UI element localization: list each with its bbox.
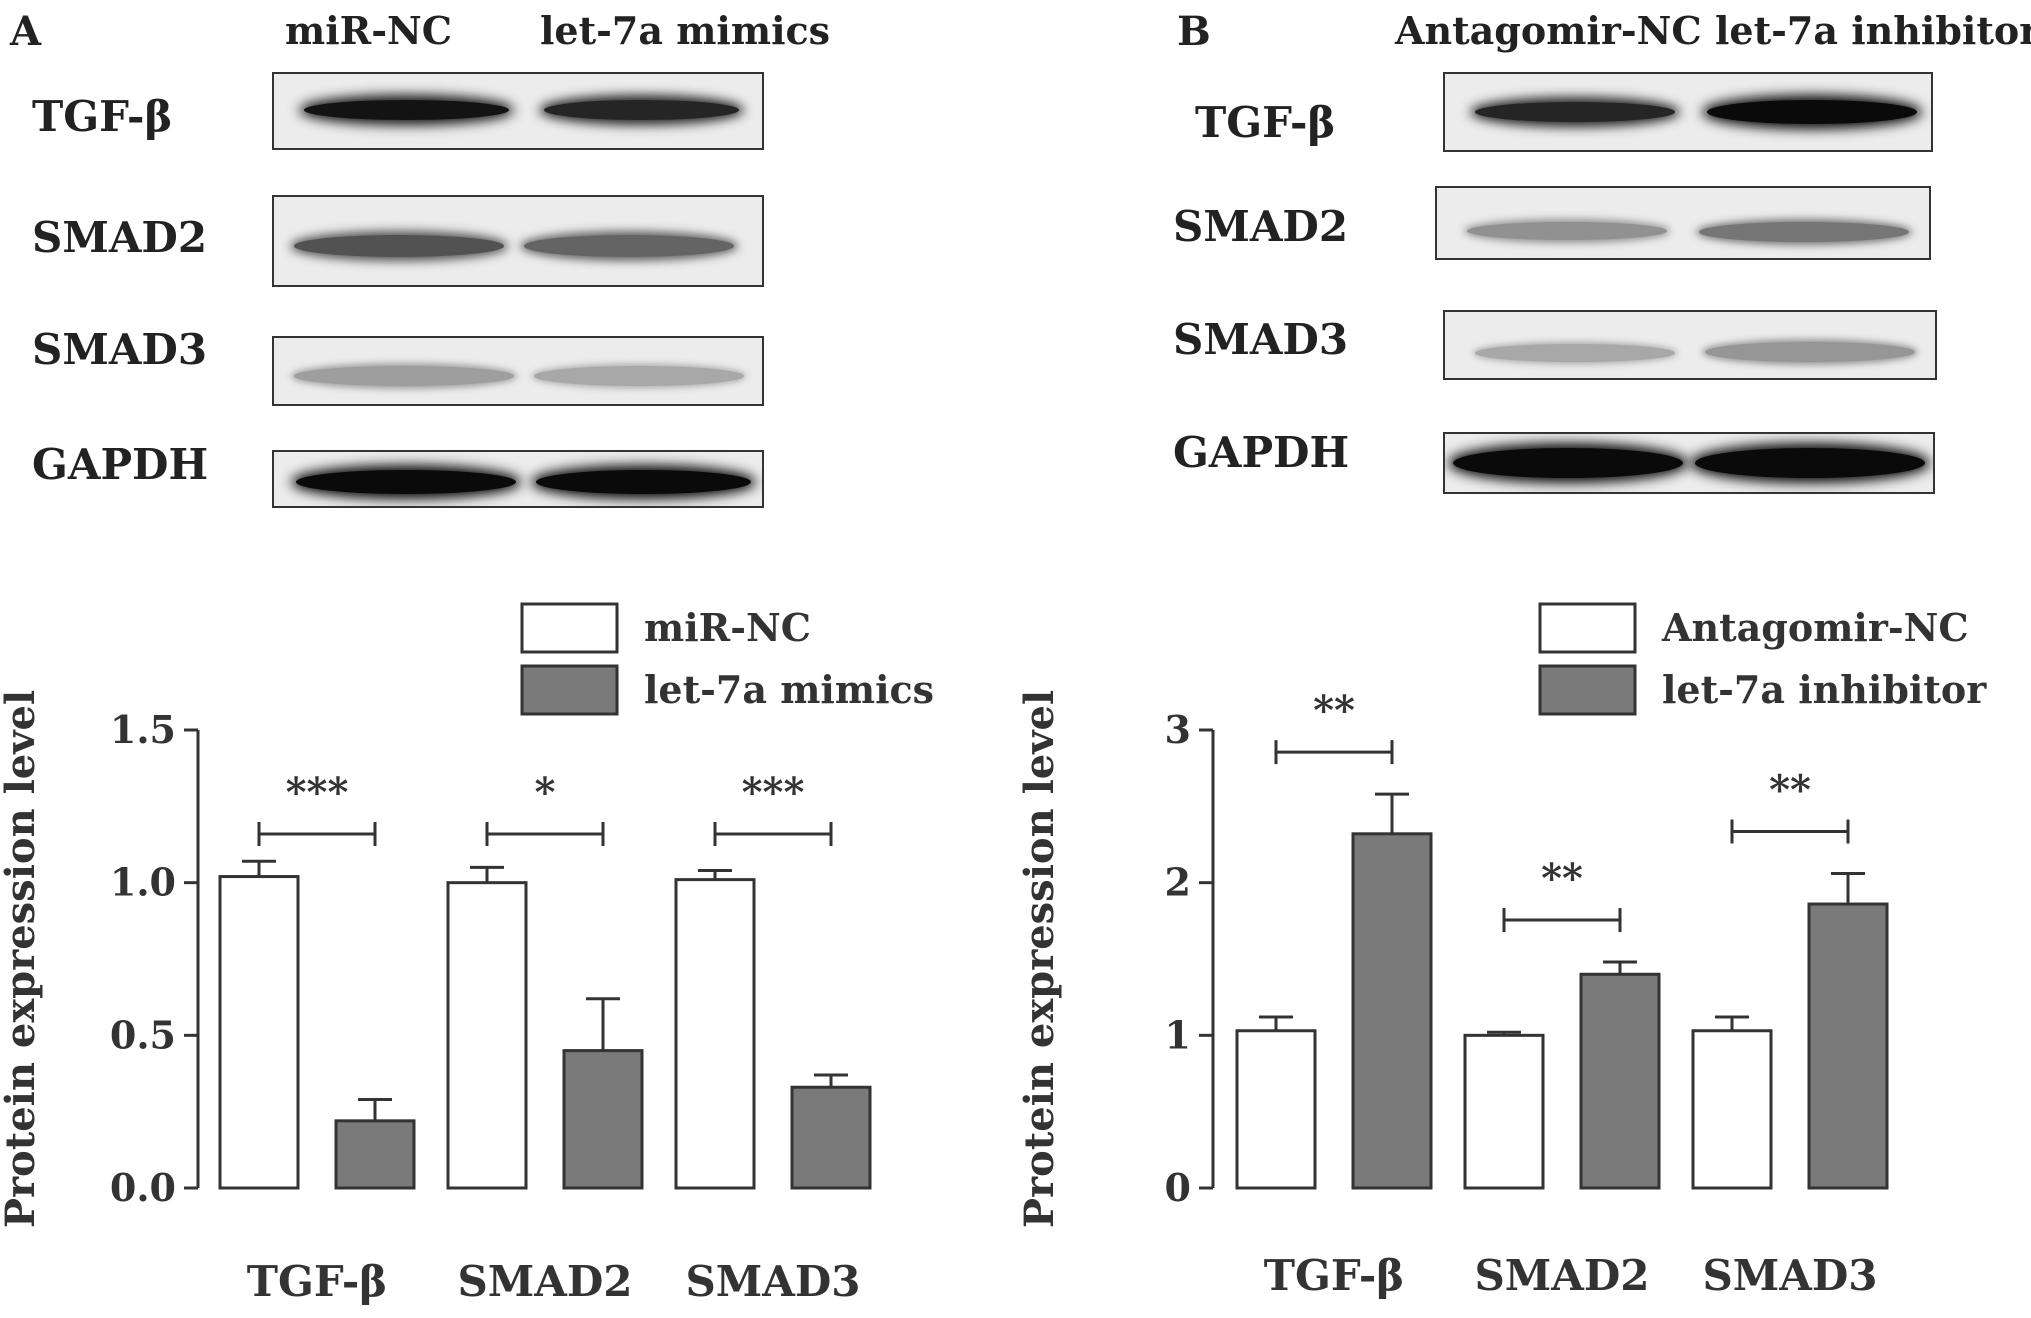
blot-smad3 [1443, 310, 1937, 380]
lane-label-2: let-7a mimics [540, 8, 831, 53]
panel-letter: B [1177, 8, 1211, 55]
y-axis-label: Protein expression level [1016, 690, 1063, 1228]
bar [446, 881, 528, 1190]
blot-band [304, 100, 509, 120]
significance-marker: *** [286, 769, 349, 816]
blot-band [294, 235, 504, 257]
blot-label-smad3: SMAD3 [32, 325, 208, 374]
blot-band [296, 470, 516, 494]
y-tick-label: 1 [1165, 1012, 1191, 1057]
blot-label-tgf-beta: TGF-β [1195, 98, 1336, 147]
blot-band [524, 235, 734, 257]
blot-tgf-beta [1443, 72, 1933, 152]
x-tick-label: SMAD2 [457, 1257, 632, 1306]
blot-band [1695, 448, 1925, 478]
y-tick-label: 1.5 [110, 707, 176, 752]
legend-swatch [1538, 664, 1637, 716]
blot-gapdh [1443, 432, 1935, 494]
legend-label: Antagomir-NC [1661, 605, 1969, 650]
legend-swatch [1538, 602, 1637, 654]
bar [1579, 972, 1661, 1190]
y-axis-label: Protein expression level [0, 690, 44, 1228]
y-tick-label: 3 [1165, 707, 1191, 752]
x-tick-label: TGF-β [247, 1257, 387, 1306]
y-tick-label: 2 [1165, 860, 1191, 905]
blot-smad3 [272, 336, 764, 406]
x-tick-label: SMAD2 [1474, 1251, 1649, 1300]
blot-band [294, 366, 514, 386]
bar-chart-a: miR-NC let-7a mimics 0.0 0.5 1.0 1.5 Protein e… [0, 602, 934, 1306]
blot-label-smad2: SMAD2 [1173, 202, 1349, 251]
significance-marker: ** [1313, 687, 1355, 734]
significance-marker: * [535, 769, 556, 816]
blot-band [544, 100, 739, 120]
y-tick-label: 0.5 [110, 1012, 176, 1057]
bar [790, 1085, 872, 1190]
bar [218, 875, 300, 1190]
bar [1463, 1033, 1545, 1190]
legend-label: let-7a mimics [644, 667, 934, 712]
lane-label-2: let-7a inhibitor [1715, 8, 2031, 53]
blot-band [1453, 448, 1683, 478]
blot-band [1699, 222, 1909, 242]
x-tick-label: SMAD3 [1702, 1251, 1877, 1300]
blot-label-gapdh: GAPDH [1173, 428, 1350, 477]
panel-letter: A [10, 8, 42, 55]
bar [674, 878, 756, 1190]
y-tick-label: 0 [1165, 1165, 1191, 1210]
blot-label-tgf-beta: TGF-β [32, 92, 173, 141]
blot-label-smad2: SMAD2 [32, 213, 208, 262]
bar [1691, 1029, 1773, 1190]
blot-band [1467, 222, 1667, 240]
blot-band [536, 470, 751, 494]
blot-smad2 [1435, 186, 1931, 260]
significance-marker: ** [1769, 767, 1811, 814]
significance-marker: *** [742, 769, 805, 816]
significance-marker: ** [1541, 855, 1583, 902]
bar [562, 1049, 644, 1190]
bar [1235, 1029, 1317, 1190]
bar [334, 1119, 416, 1190]
panel-b: B Antagomir-NC let-7a inhibitor TGF-β SM… [1015, 0, 2031, 1318]
blot-band [1705, 342, 1915, 362]
y-tick-label: 0.0 [110, 1165, 176, 1210]
blot-label-smad3: SMAD3 [1173, 315, 1349, 364]
lane-label-1: miR-NC [285, 8, 452, 53]
blot-label-gapdh: GAPDH [32, 440, 209, 489]
blot-band [534, 366, 744, 386]
legend-swatch [520, 664, 619, 716]
x-tick-label: SMAD3 [685, 1257, 860, 1306]
lane-label-1: Antagomir-NC [1395, 8, 1702, 53]
blot-band [1707, 100, 1917, 124]
bar-chart-b: Antagomir-NC let-7a inhibitor 0 1 2 3 Protein … [1016, 602, 1987, 1300]
blot-gapdh [272, 450, 764, 508]
legend-label: miR-NC [644, 605, 811, 650]
blot-band [1475, 102, 1675, 122]
x-tick-label: TGF-β [1264, 1251, 1404, 1300]
bar [1351, 832, 1433, 1190]
blot-tgf-beta [272, 72, 764, 150]
legend-swatch [520, 602, 619, 654]
blot-band [1475, 344, 1675, 362]
blot-smad2 [272, 195, 764, 287]
panel-a: A miR-NC let-7a mimics TGF-β SMAD2 SMAD3… [0, 0, 1015, 1318]
bar [1807, 902, 1889, 1190]
legend-label: let-7a inhibitor [1662, 667, 1987, 712]
y-tick-label: 1.0 [110, 860, 176, 905]
